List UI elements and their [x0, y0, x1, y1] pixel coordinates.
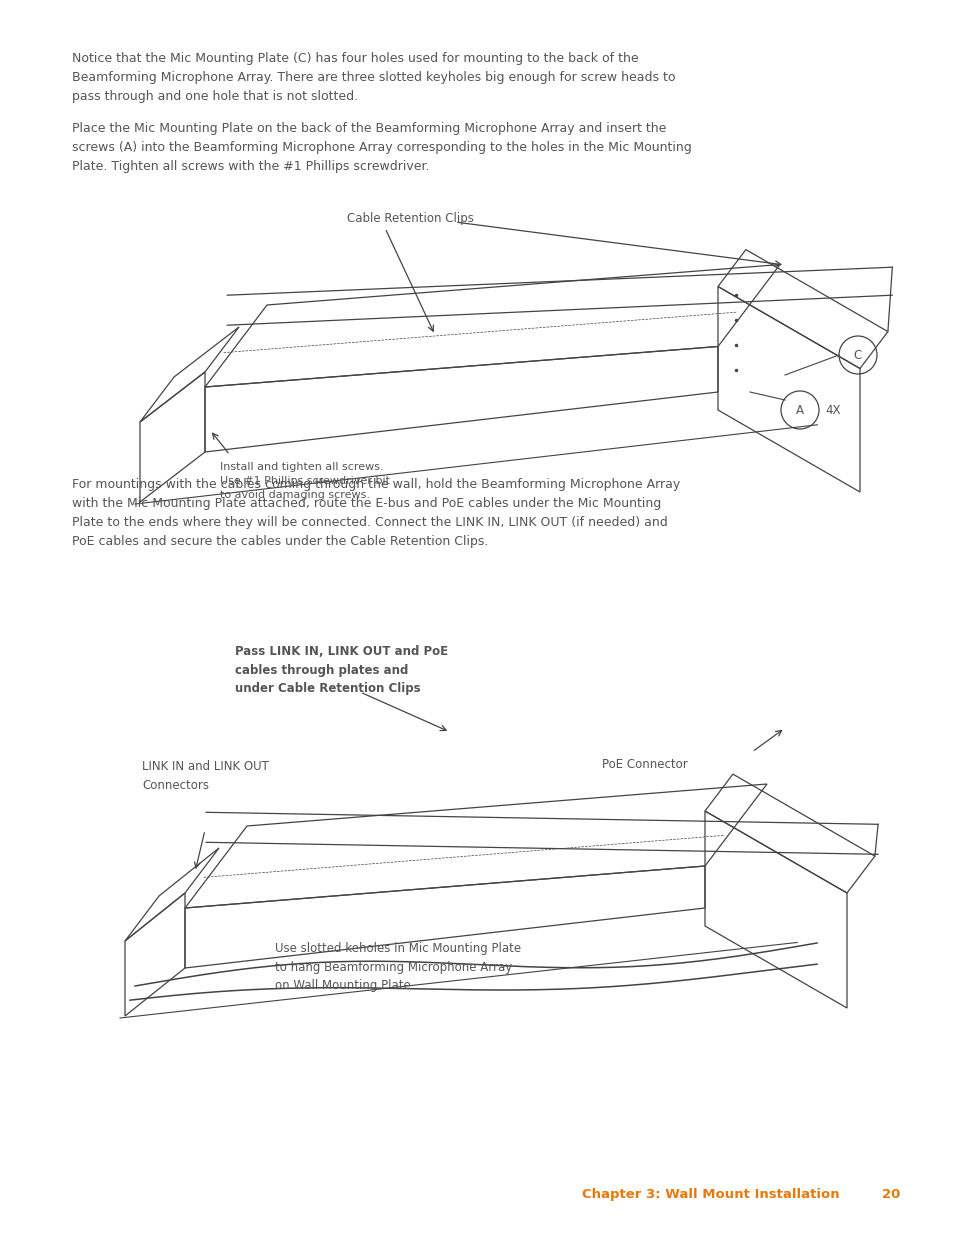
Text: 20: 20 — [882, 1188, 900, 1200]
Text: 4X: 4X — [824, 404, 840, 416]
Text: Use slotted keholes in Mic Mounting Plate
to hang Beamforming Microphone Array
o: Use slotted keholes in Mic Mounting Plat… — [274, 942, 520, 992]
Text: C: C — [853, 348, 862, 362]
Text: A: A — [795, 404, 803, 416]
Text: Chapter 3: Wall Mount Installation: Chapter 3: Wall Mount Installation — [581, 1188, 839, 1200]
Text: Place the Mic Mounting Plate on the back of the Beamforming Microphone Array and: Place the Mic Mounting Plate on the back… — [71, 122, 691, 173]
Text: Cable Retention Clips: Cable Retention Clips — [346, 212, 473, 225]
Text: LINK IN and LINK OUT
Connectors: LINK IN and LINK OUT Connectors — [142, 760, 269, 792]
Text: Notice that the Mic Mounting Plate (C) has four holes used for mounting to the b: Notice that the Mic Mounting Plate (C) h… — [71, 52, 675, 103]
Text: Pass LINK IN, LINK OUT and PoE
cables through plates and
under Cable Retention C: Pass LINK IN, LINK OUT and PoE cables th… — [234, 645, 448, 695]
Text: For mountings with the cables coming through the wall, hold the Beamforming Micr: For mountings with the cables coming thr… — [71, 478, 679, 548]
Text: Install and tighten all screws.
Use #1 Phillips screwdriver bit
to avoid damagin: Install and tighten all screws. Use #1 P… — [220, 462, 390, 500]
Text: PoE Connector: PoE Connector — [601, 758, 687, 771]
